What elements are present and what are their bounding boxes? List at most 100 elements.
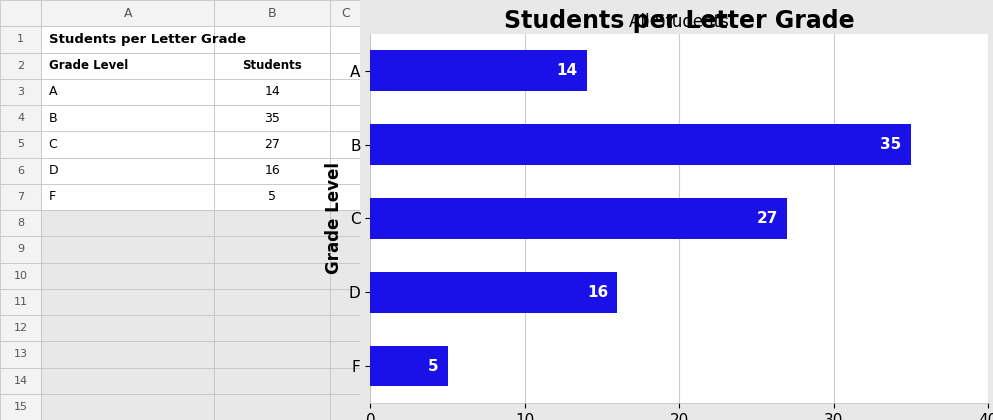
Bar	[0, 158, 42, 184]
Text: 27: 27	[264, 138, 280, 151]
Bar	[214, 79, 330, 105]
Bar	[0, 0, 42, 26]
Bar	[330, 210, 360, 236]
Bar	[0, 262, 42, 289]
Bar	[0, 210, 42, 236]
Bar	[214, 262, 330, 289]
Bar	[214, 26, 330, 52]
Bar	[214, 210, 330, 236]
Bar	[214, 289, 330, 315]
Bar	[0, 105, 42, 131]
Bar	[330, 26, 360, 52]
Text: 8: 8	[17, 218, 24, 228]
Text: C: C	[49, 138, 58, 151]
Text: 2: 2	[17, 60, 24, 71]
Bar	[0, 79, 42, 105]
Bar	[42, 341, 214, 368]
Text: All Students: All Students	[630, 13, 729, 31]
Bar	[0, 315, 42, 341]
Text: 1: 1	[17, 34, 24, 45]
Y-axis label: Grade Level: Grade Level	[326, 163, 344, 274]
Bar	[214, 105, 330, 131]
Bar	[330, 368, 360, 394]
Bar	[330, 105, 360, 131]
Text: 35: 35	[881, 137, 902, 152]
Bar	[330, 262, 360, 289]
Bar	[370, 50, 587, 91]
Text: Students: Students	[242, 59, 302, 72]
Text: Grade Level: Grade Level	[49, 59, 128, 72]
Bar	[370, 272, 618, 312]
Text: 9: 9	[17, 244, 24, 255]
Bar	[214, 315, 330, 341]
Text: 10: 10	[14, 270, 28, 281]
Bar	[330, 79, 360, 105]
Bar	[330, 315, 360, 341]
Text: A: A	[49, 85, 58, 98]
Text: 14: 14	[14, 375, 28, 386]
Bar	[0, 184, 42, 210]
Bar	[42, 184, 214, 210]
Bar	[370, 124, 911, 165]
Bar	[42, 105, 214, 131]
Bar	[0, 26, 42, 52]
Text: 14: 14	[556, 63, 577, 78]
Bar	[42, 210, 214, 236]
Bar	[42, 26, 214, 52]
Bar	[330, 341, 360, 368]
Text: 11: 11	[14, 297, 28, 307]
Text: 3: 3	[17, 87, 24, 97]
Bar	[42, 394, 214, 420]
Text: 5: 5	[17, 139, 24, 150]
Text: 16: 16	[587, 285, 608, 300]
Text: 5: 5	[428, 359, 438, 374]
Bar	[370, 346, 448, 386]
Bar	[214, 0, 330, 26]
Bar	[42, 315, 214, 341]
Bar	[330, 131, 360, 158]
Text: 13: 13	[14, 349, 28, 360]
Text: 14: 14	[264, 85, 280, 98]
Bar	[214, 131, 330, 158]
Bar	[330, 0, 360, 26]
Text: 5: 5	[268, 190, 276, 203]
Text: B: B	[49, 112, 58, 125]
Text: C: C	[341, 7, 350, 20]
Text: 12: 12	[14, 323, 28, 333]
Bar	[42, 236, 214, 262]
Text: 7: 7	[17, 192, 24, 202]
Text: F: F	[49, 190, 56, 203]
Bar	[214, 394, 330, 420]
Text: 27: 27	[757, 211, 779, 226]
Bar	[214, 52, 330, 79]
Bar	[330, 394, 360, 420]
Bar	[214, 341, 330, 368]
Bar	[0, 236, 42, 262]
Bar	[370, 198, 787, 239]
Bar	[0, 52, 42, 79]
Text: D: D	[49, 164, 59, 177]
Bar	[42, 158, 214, 184]
Bar	[330, 184, 360, 210]
Bar	[0, 289, 42, 315]
Bar	[42, 52, 214, 79]
Bar	[214, 236, 330, 262]
Bar	[0, 394, 42, 420]
Text: 4: 4	[17, 113, 24, 123]
Bar	[330, 236, 360, 262]
Bar	[330, 158, 360, 184]
Bar	[330, 289, 360, 315]
Bar	[42, 368, 214, 394]
Title: Students per Letter Grade: Students per Letter Grade	[503, 9, 855, 33]
Bar	[42, 289, 214, 315]
Text: B: B	[268, 7, 276, 20]
Bar	[214, 368, 330, 394]
Bar	[42, 79, 214, 105]
Text: Students per Letter Grade: Students per Letter Grade	[49, 33, 245, 46]
Bar	[214, 184, 330, 210]
Text: A: A	[124, 7, 132, 20]
Text: 6: 6	[17, 165, 24, 176]
Text: 35: 35	[264, 112, 280, 125]
Text: 15: 15	[14, 402, 28, 412]
Text: 16: 16	[264, 164, 280, 177]
